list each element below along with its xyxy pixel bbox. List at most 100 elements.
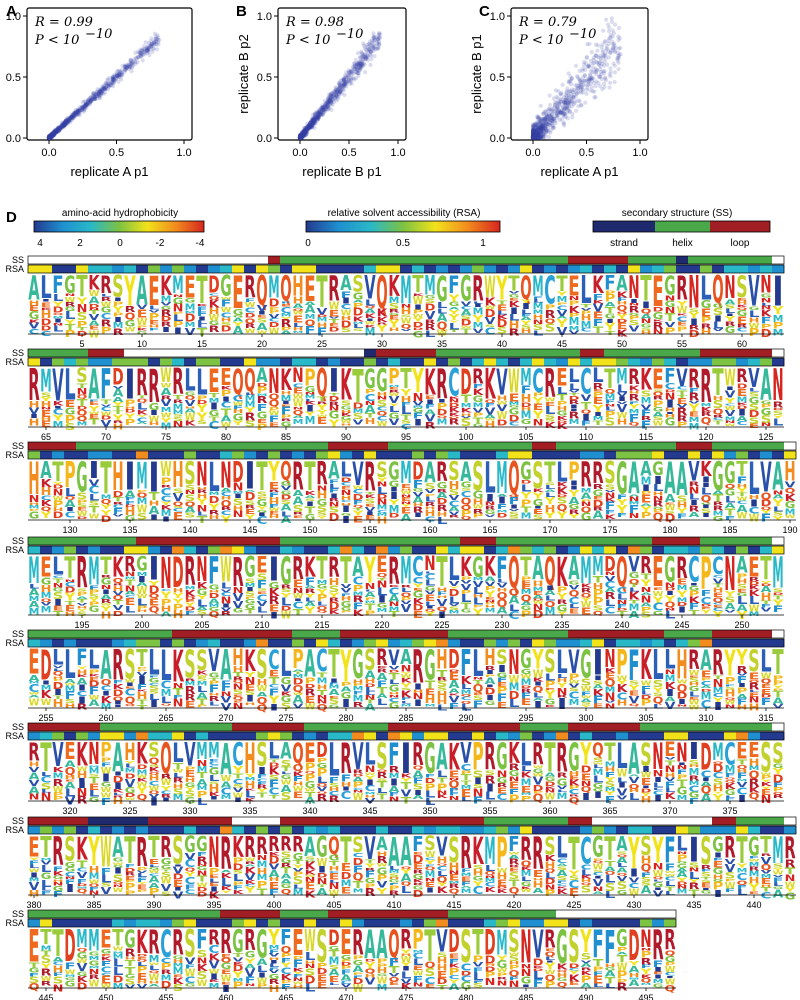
legend-ss-swatch — [593, 221, 655, 232]
scatter-point — [588, 73, 592, 77]
scatter-point — [541, 117, 545, 121]
logo-letter-stack: H — [389, 327, 400, 333]
scatter-point — [369, 63, 373, 67]
ss-segment — [268, 256, 280, 264]
legend-hydrophobicity-tick: 0 — [117, 238, 123, 249]
logo-letter-stack: R — [449, 515, 462, 519]
site-label: 100 — [458, 432, 473, 442]
logo-letter-stack: H — [485, 421, 496, 431]
scatter-point — [591, 89, 595, 93]
scatter-point — [602, 82, 606, 86]
scatter-point — [617, 47, 621, 51]
logo-letter-stack: P — [749, 327, 760, 339]
logo-letter-stack: T — [197, 326, 209, 339]
scatter-point — [352, 62, 356, 66]
scatter-point — [610, 39, 614, 43]
scatter-point — [100, 85, 104, 89]
scatter-point — [562, 122, 566, 126]
logo-letter-stack: M — [437, 416, 448, 426]
scatter-point — [579, 103, 583, 107]
logo-letter-stack: N — [233, 509, 244, 519]
logo-letter-stack: T — [89, 418, 101, 427]
ss-segment — [136, 537, 280, 545]
scatter-point — [558, 97, 562, 101]
ss-segment — [280, 537, 460, 545]
x-tick-label: 0.0 — [525, 147, 540, 159]
scatter-point — [298, 134, 302, 138]
scatter-point — [561, 83, 565, 87]
logo-letter-stack: L — [437, 516, 448, 527]
scatter-point — [542, 112, 546, 116]
scatter-point — [613, 80, 617, 84]
logo-letter-stack: D — [329, 511, 340, 524]
scatter-point — [618, 36, 622, 40]
scatter-point — [616, 55, 620, 59]
ss-track — [28, 256, 784, 264]
ss-segment — [604, 349, 700, 357]
scatter-point — [543, 126, 547, 130]
y-tick-label: 0.0 — [490, 133, 505, 145]
logo-row: SSRSA AHEGKVCLIEKHDDCFLYDQMINLGNWRGLYTPTY… — [5, 255, 784, 349]
scatter-point — [608, 66, 612, 70]
logo-letter-stack: Y — [230, 420, 245, 427]
logo-letter-stack: M — [377, 608, 389, 614]
scatter-point — [617, 26, 621, 30]
ss-segment — [328, 442, 388, 450]
logo-letter-stack: Y — [327, 418, 340, 429]
scatter-point — [569, 82, 573, 86]
scatter-point — [607, 85, 611, 89]
x-tick-label: 1.0 — [176, 147, 191, 159]
scatter-point — [127, 63, 131, 67]
scatter-point — [577, 77, 581, 81]
logo-letter-stack: M — [545, 606, 556, 618]
logo-letter-stack: L — [125, 604, 136, 615]
logo-letter-stack: T — [593, 420, 606, 427]
scatter-point — [548, 103, 552, 107]
logo-letter-stack: M — [569, 417, 580, 426]
y-tick-label: 1.0 — [257, 11, 272, 23]
ss-segment — [688, 256, 772, 264]
logo-letter-stack: D — [497, 512, 508, 519]
logo-letter-stack: M — [365, 327, 376, 338]
site-label: 185 — [722, 525, 737, 535]
logo-letter-stack: P — [677, 324, 689, 333]
ss-segment — [700, 537, 772, 545]
logo-letter-stack: S — [65, 422, 76, 433]
logo-letter-stack: G — [89, 604, 100, 614]
logo-letter-stack: F — [677, 512, 688, 520]
logo-letter-stack: F — [761, 513, 772, 525]
scatter-point — [53, 128, 57, 132]
logo-letter-stack: T — [713, 420, 725, 426]
logo-letter-stack: R — [221, 611, 233, 618]
site-label: 155 — [362, 525, 377, 535]
scatter-point — [304, 126, 308, 130]
legend-hydrophobicity-tick: -2 — [156, 238, 165, 249]
scatter-point — [148, 47, 152, 51]
logo-letter-stack: F — [305, 325, 316, 337]
scatter-point — [571, 90, 575, 94]
logo-letter-stack: Y — [471, 607, 484, 618]
scatter-point — [155, 37, 159, 41]
scatter-point — [570, 115, 574, 119]
y-tick-label: 1.0 — [490, 11, 505, 23]
ss-segment — [388, 442, 532, 450]
logo-letter-stack: H — [617, 417, 628, 426]
logo-letter-stack: I — [701, 513, 712, 519]
scatter-point — [591, 76, 595, 80]
logo-letter-stack: M — [293, 417, 304, 426]
scatter-point — [574, 64, 578, 68]
logo-letter-stack: W — [749, 512, 760, 525]
logo-letter-stack: N — [629, 512, 640, 520]
scatter-point — [372, 39, 376, 43]
scatter-point — [594, 43, 598, 47]
logo-letter-stack: F — [149, 327, 161, 332]
x-axis-label: replicate A p1 — [70, 164, 148, 179]
stat-p: P < 10 — [285, 33, 330, 48]
legend-ss-label: helix — [672, 238, 693, 249]
logo-letter-stack: C — [257, 515, 268, 527]
y-tick-label: 0.0 — [257, 133, 272, 145]
scatter-point — [140, 53, 144, 57]
logo-letter-stack: Q — [317, 610, 328, 614]
legend-hydrophobicity-tick: -4 — [196, 238, 205, 249]
